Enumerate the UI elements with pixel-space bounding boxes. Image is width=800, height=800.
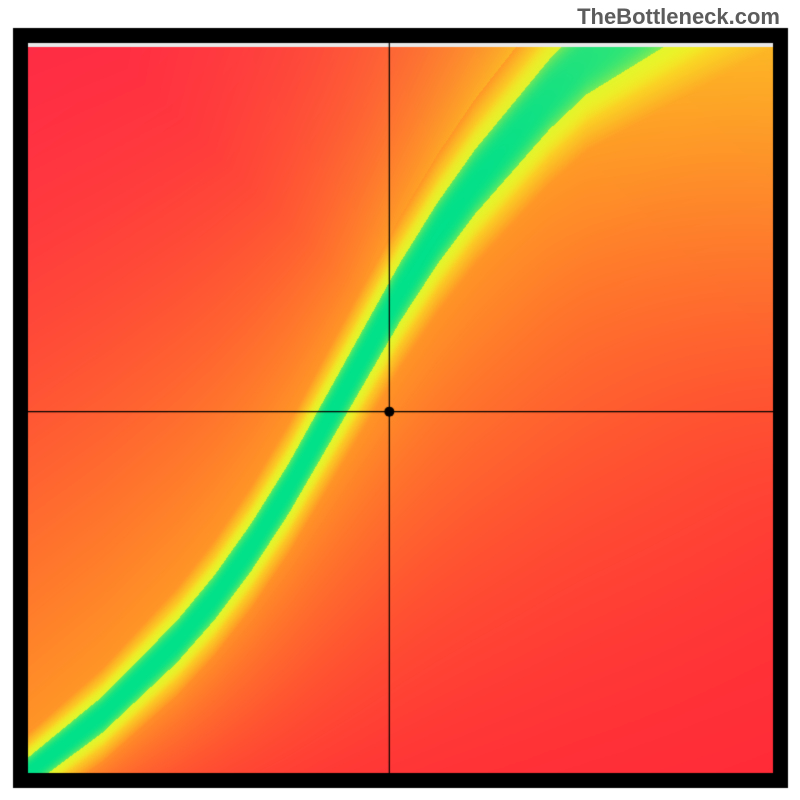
watermark-text: TheBottleneck.com xyxy=(577,4,780,30)
bottleneck-heatmap xyxy=(0,0,800,800)
chart-container: TheBottleneck.com xyxy=(0,0,800,800)
